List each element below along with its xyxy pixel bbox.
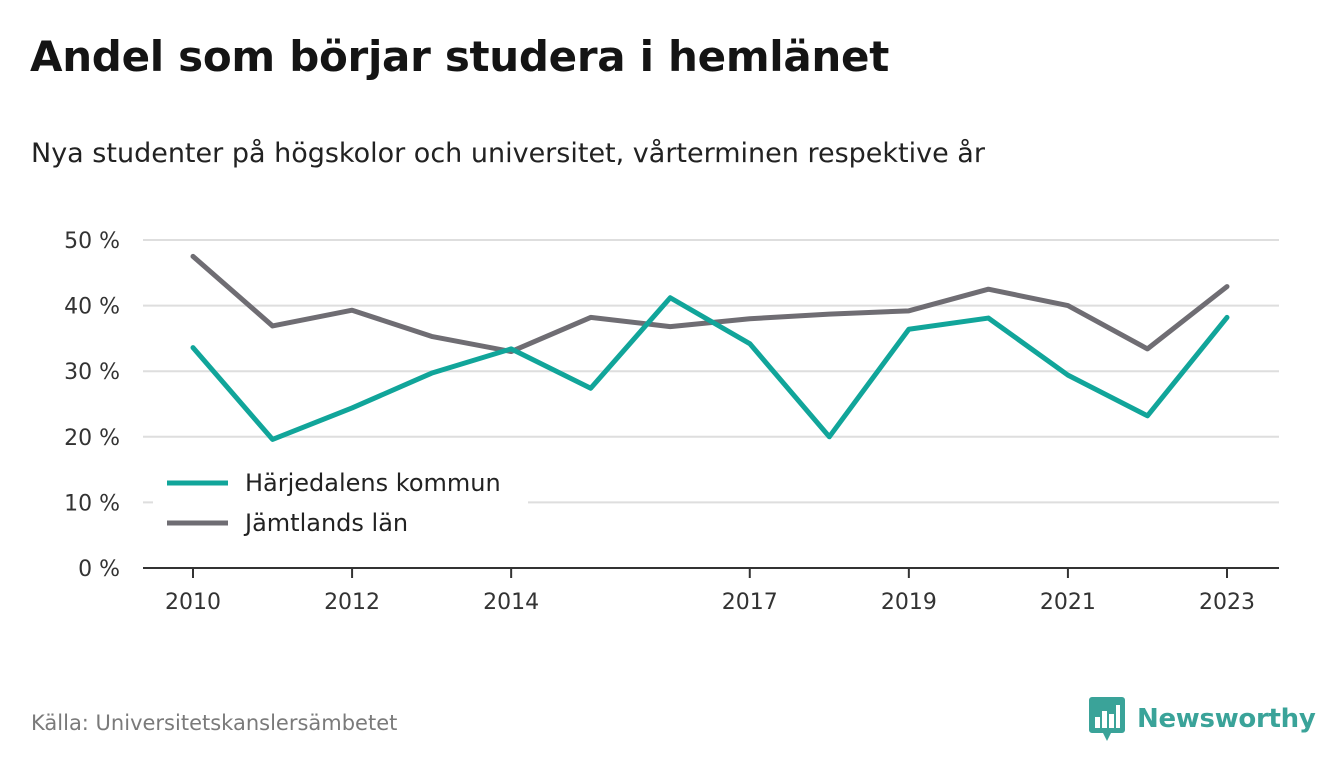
series-line-härjedalens-kommun: [190, 295, 1230, 442]
y-tick-label: 0 %: [78, 557, 120, 582]
newsworthy-logo-icon: [1089, 697, 1125, 741]
chart-title: Andel som börjar studera i hemlänet: [30, 32, 889, 81]
x-tick-label: 2019: [881, 590, 937, 615]
x-axis: [143, 567, 1279, 578]
y-tick-label: 10 %: [64, 491, 120, 516]
x-tick-label: 2017: [722, 590, 778, 615]
legend-label: Jämtlands län: [243, 509, 408, 537]
legend-label: Härjedalens kommun: [245, 469, 501, 497]
x-tick-label: 2010: [165, 590, 221, 615]
x-tick-label: 2021: [1040, 590, 1096, 615]
legend-background: [153, 462, 528, 548]
y-tick-labels: 0 % 10 % 20 % 30 % 40 % 50 %: [64, 229, 120, 582]
x-tick-label: 2014: [483, 590, 539, 615]
line-chart: 0 % 10 % 20 % 30 % 40 % 50 % 2010 2012 2014 2017…: [64, 229, 1279, 615]
brand-logo: Newsworthy: [1089, 697, 1316, 741]
x-tick-label: 2012: [324, 590, 380, 615]
series-line-jämtlands-län: [190, 253, 1230, 355]
y-tick-label: 20 %: [64, 426, 120, 451]
source-note: Källa: Universitetskanslersämbetet: [31, 711, 398, 735]
y-tick-label: 30 %: [64, 360, 120, 385]
y-tick-label: 40 %: [64, 295, 120, 320]
y-tick-label: 50 %: [64, 229, 120, 254]
series-lines: [190, 253, 1230, 442]
brand-name: Newsworthy: [1137, 704, 1316, 734]
legend: Härjedalens kommun Jämtlands län: [153, 462, 528, 548]
chart-subtitle: Nya studenter på högskolor och universit…: [31, 138, 985, 169]
x-tick-labels: 2010 2012 2014 2017 2019 2021 2023: [165, 590, 1255, 615]
x-tick-label: 2023: [1199, 590, 1255, 615]
